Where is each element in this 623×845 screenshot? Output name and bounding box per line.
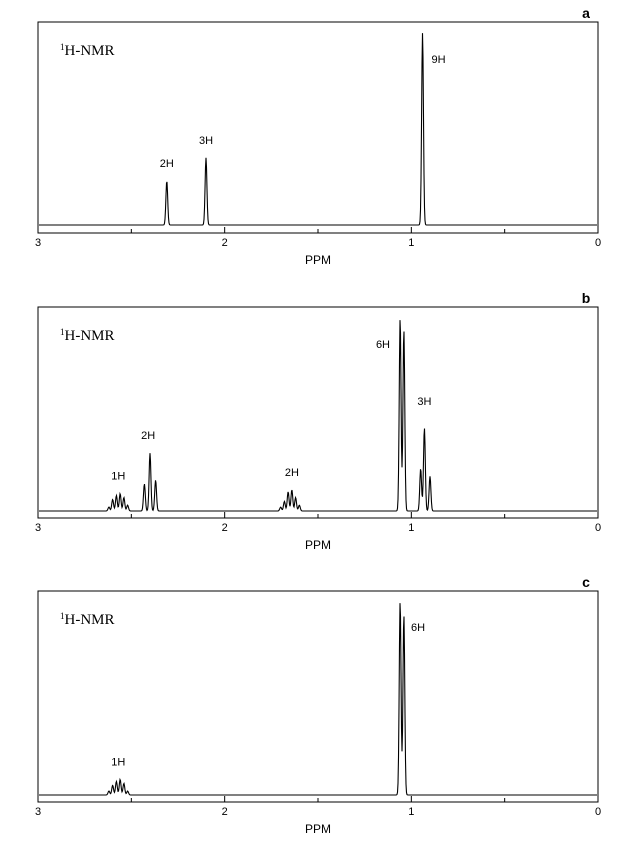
integration-label: 2H [160, 158, 174, 170]
x-tick-label: 1 [408, 806, 414, 818]
x-axis-label: PPM [305, 822, 331, 836]
panel-letter: c [582, 574, 590, 590]
integration-label: 6H [376, 339, 390, 351]
x-tick-label: 3 [35, 806, 41, 818]
plot-frame [37, 590, 599, 803]
x-tick-label: 1 [408, 237, 414, 249]
x-axis-label: PPM [305, 538, 331, 552]
integration-label: 1H [111, 756, 125, 768]
spectrum-title: 1H-NMR [60, 611, 115, 628]
x-tick-label: 3 [35, 237, 41, 249]
x-tick-label: 3 [35, 522, 41, 534]
x-axis-label: PPM [305, 253, 331, 267]
integration-label: 1H [111, 471, 125, 483]
x-tick-label: 0 [595, 522, 601, 534]
x-tick-label: 2 [222, 237, 228, 249]
spectrum-title: 1H-NMR [60, 42, 115, 59]
spectrum-line [39, 603, 597, 796]
integration-label: 2H [141, 430, 155, 442]
plot-frame [37, 306, 599, 519]
x-tick-label: 0 [595, 806, 601, 818]
integration-label: 6H [411, 622, 425, 634]
x-tick-label: 1 [408, 522, 414, 534]
title-main: H-NMR [65, 328, 115, 344]
integration-label: 2H [285, 467, 299, 479]
integration-label: 3H [417, 396, 431, 408]
x-tick-label: 2 [222, 522, 228, 534]
isotope-superscript: 1 [60, 327, 65, 337]
integration-label: 9H [432, 54, 446, 66]
integration-label: 3H [199, 135, 213, 147]
panel-letter: a [582, 5, 590, 21]
title-main: H-NMR [65, 43, 115, 59]
spectrum-line [39, 320, 597, 512]
x-tick-label: 2 [222, 806, 228, 818]
x-tick-label: 0 [595, 237, 601, 249]
spectrum-line [39, 33, 597, 226]
spectrum-title: 1H-NMR [60, 327, 115, 344]
isotope-superscript: 1 [60, 611, 65, 621]
title-main: H-NMR [65, 612, 115, 628]
plot-frame [37, 21, 599, 234]
panel-letter: b [582, 290, 591, 306]
isotope-superscript: 1 [60, 42, 65, 52]
